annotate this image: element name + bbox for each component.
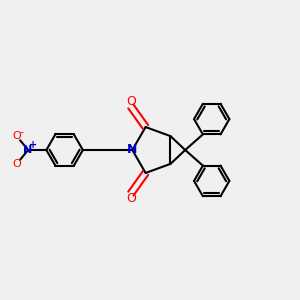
Text: O: O xyxy=(12,159,21,169)
Text: O: O xyxy=(126,94,136,108)
Text: O: O xyxy=(12,131,21,141)
Text: O: O xyxy=(126,192,136,206)
Text: N: N xyxy=(23,145,33,155)
Text: N: N xyxy=(127,143,137,157)
Text: -: - xyxy=(19,127,23,137)
Text: +: + xyxy=(29,140,38,150)
